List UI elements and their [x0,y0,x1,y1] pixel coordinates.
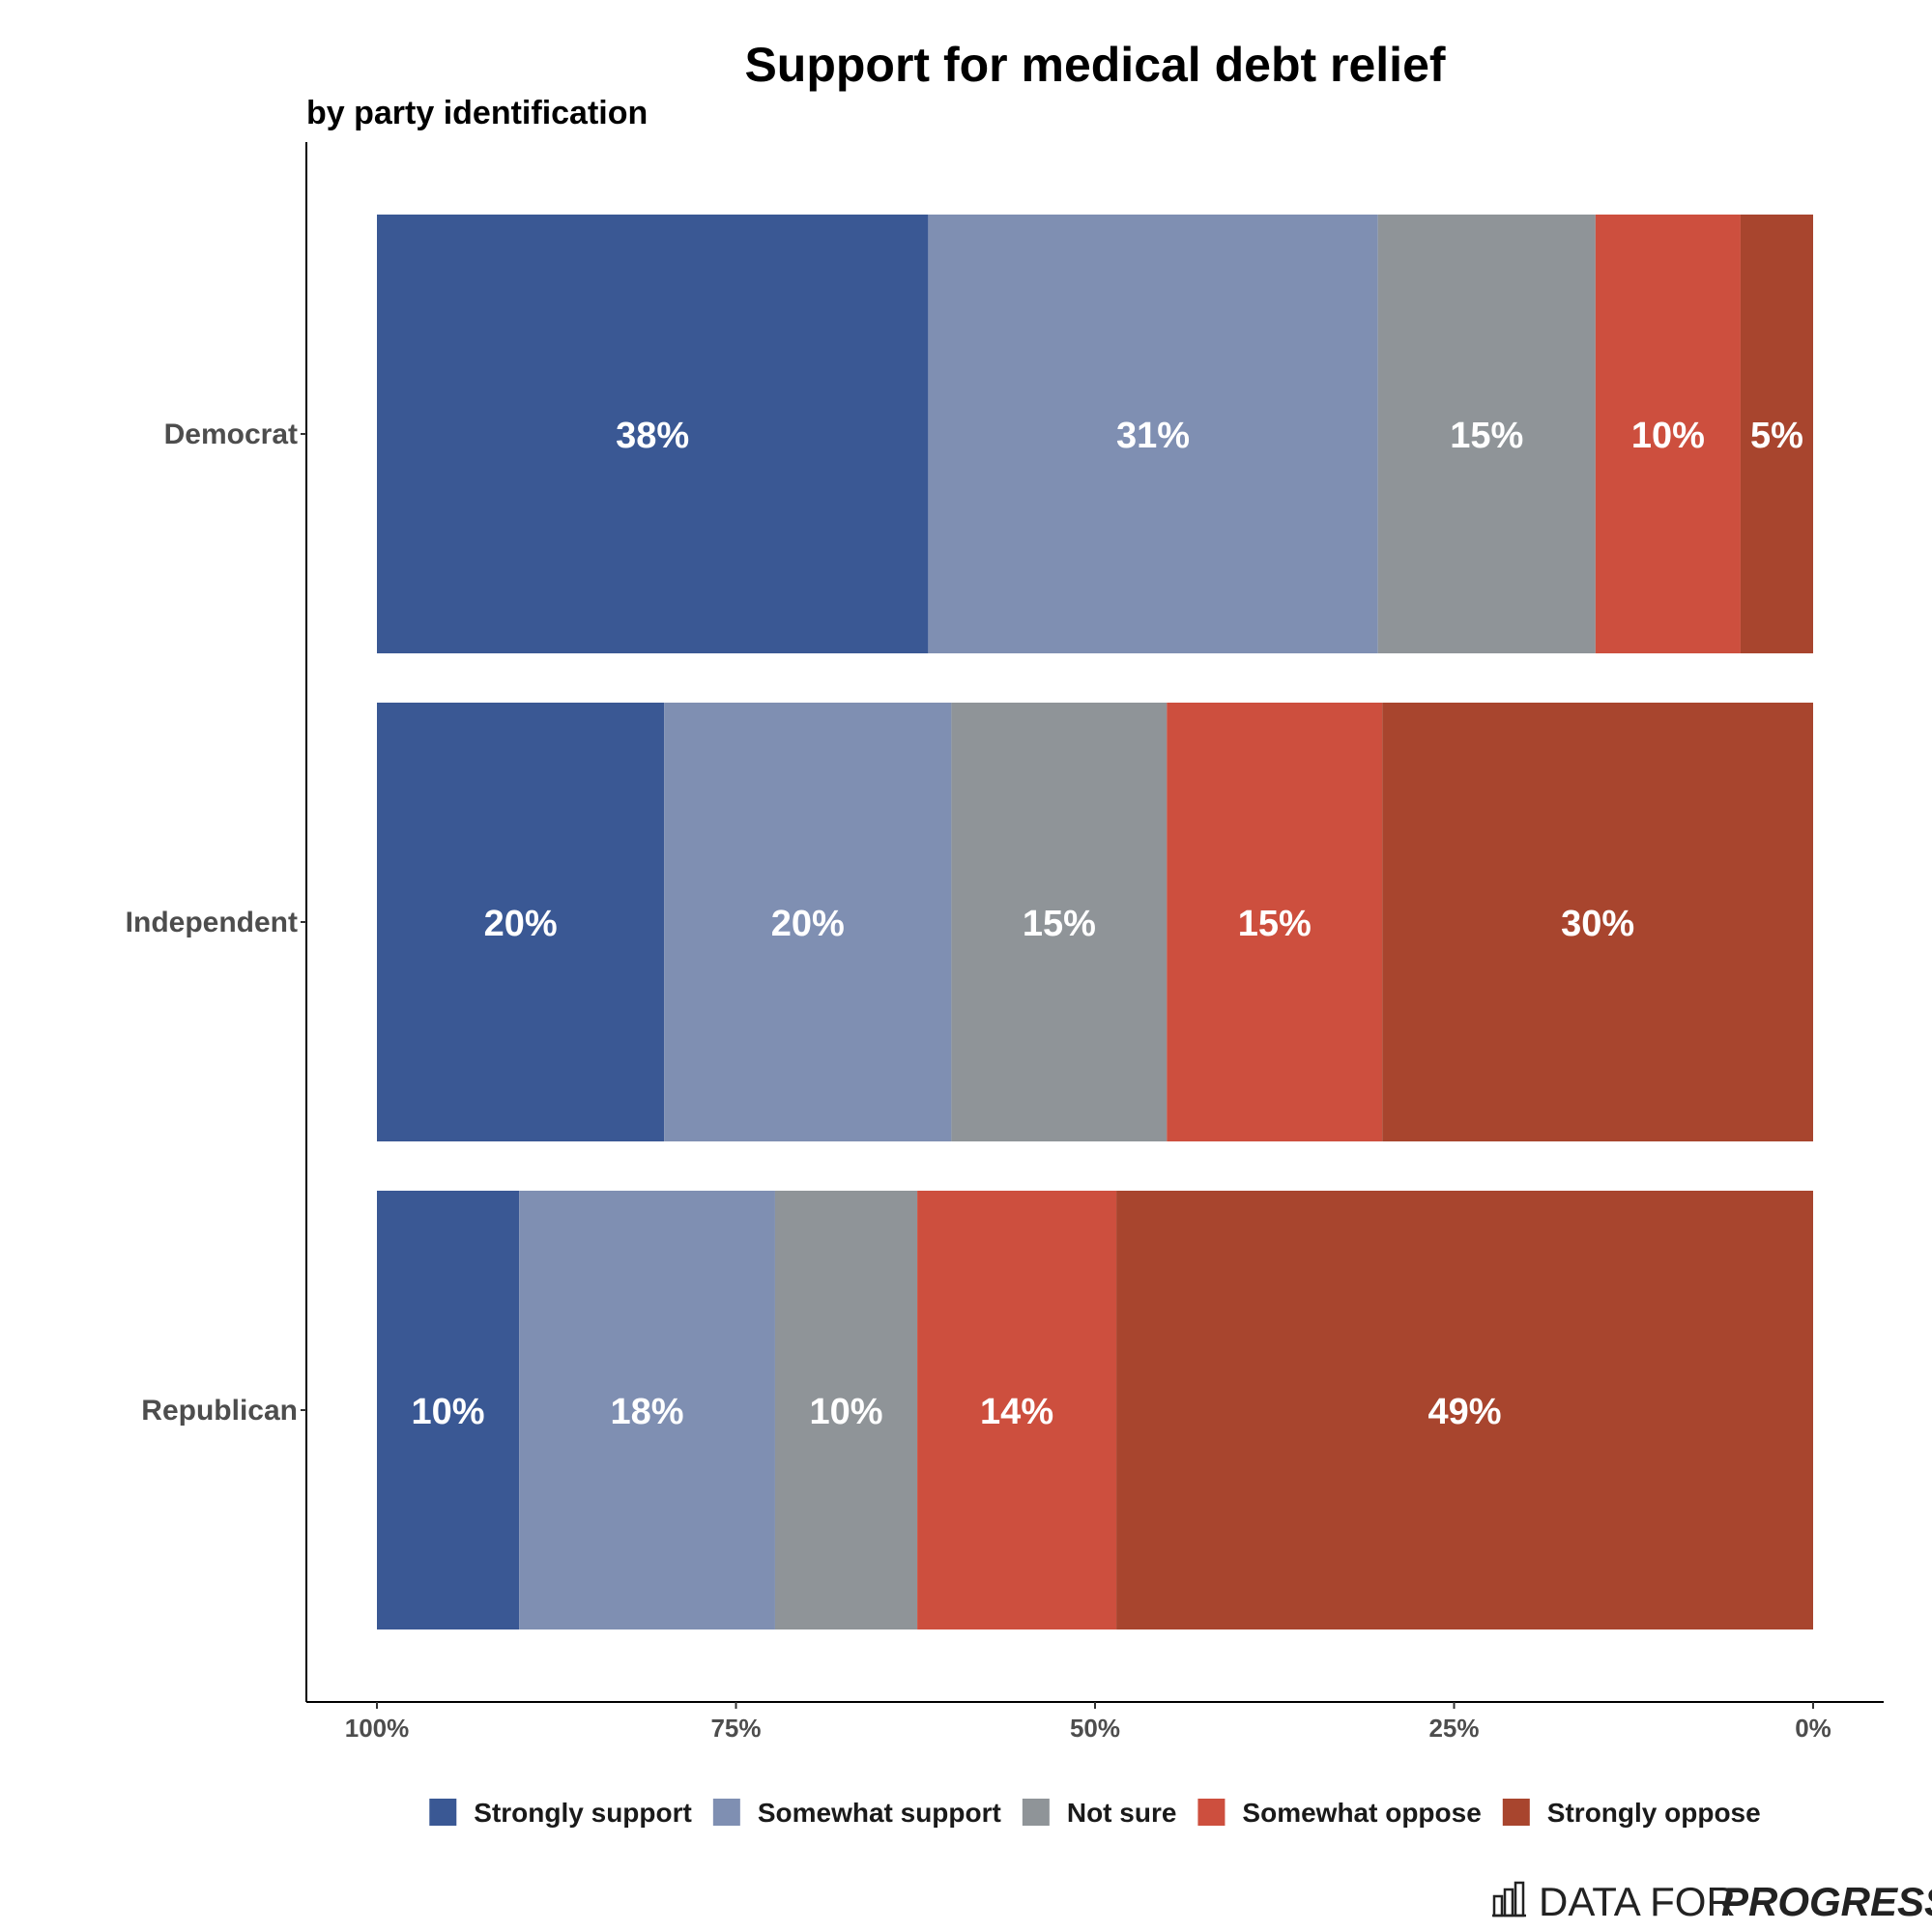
legend-item: Somewhat support [712,1798,1001,1828]
data-label: 10% [1631,416,1705,456]
chart-title: Support for medical debt relief [744,38,1445,92]
legend-swatch [712,1799,740,1826]
y-axis-ticks: Democrat Independent Republican [126,418,306,1427]
bar-chart-icon [1492,1881,1526,1918]
data-label: 20% [771,904,845,944]
x-tick-label: 25% [1428,1714,1479,1743]
data-label: 10% [809,1392,882,1432]
data-label: 10% [412,1392,485,1432]
bar-segment [377,215,929,653]
x-tick-label: 50% [1070,1714,1120,1743]
x-tick-label: 0% [1795,1714,1831,1743]
bar-segment [1167,703,1383,1141]
brand-text-bold: PROGRESS [1721,1879,1932,1924]
bar-segment [519,1191,775,1629]
brand-text-regular: DATA FOR [1539,1879,1736,1924]
x-axis-ticks: 100% 75% 50% 25% 0% [345,1702,1831,1743]
bar-segment [377,1191,520,1629]
bar-segment [1595,215,1741,653]
data-label: 14% [980,1392,1053,1432]
legend-swatch [1197,1799,1226,1826]
legend-swatch [429,1799,457,1826]
plot-area: 38% 31% 15% 10% 5% 20% 20% 15% 15% 30% 10% 18% 10% 14… [126,142,1884,1743]
data-label: 18% [611,1392,684,1432]
legend-swatch [1502,1799,1530,1826]
data-label: 38% [616,416,689,456]
bar-segment [928,215,1378,653]
data-label: 5% [1750,416,1803,456]
legend-label: Somewhat oppose [1242,1798,1481,1828]
legend-label: Somewhat support [758,1798,1001,1828]
chart-subtitle: by party identification [306,95,648,131]
legend-label: Strongly oppose [1547,1798,1761,1828]
data-label: 15% [1023,904,1096,944]
x-tick-label: 75% [710,1714,761,1743]
legend-label: Strongly support [474,1798,692,1828]
bar-labels: 38% 31% 15% 10% 5% 20% 20% 15% 15% 30% 10% 18% 10% 14… [412,416,1803,1432]
legend-item: Somewhat oppose [1197,1798,1482,1828]
category-label: Democrat [164,418,298,450]
data-label: 20% [484,904,558,944]
legend: Strongly support Somewhat support Not sure… [429,1798,1761,1828]
brand-logo: DATA FOR PROGRESS [1492,1879,1932,1924]
data-label: 31% [1116,416,1190,456]
bar-segment [1116,1191,1813,1629]
bar-segment [1740,215,1813,653]
bars [377,215,1813,1629]
legend-item: Strongly support [429,1798,692,1828]
bar-segment [377,703,665,1141]
data-label: 15% [1450,416,1523,456]
bar-segment [1382,703,1813,1141]
bar-segment [664,703,952,1141]
bar-segment [1377,215,1596,653]
category-label: Independent [126,907,298,938]
legend-item: Strongly oppose [1502,1798,1761,1828]
bar-segment [917,1191,1117,1629]
legend-label: Not sure [1067,1798,1177,1828]
legend-item: Not sure [1022,1798,1177,1828]
bar-segment [774,1191,918,1629]
data-label: 15% [1238,904,1312,944]
category-label: Republican [141,1395,298,1427]
data-label: 30% [1561,904,1634,944]
bar-segment [951,703,1168,1141]
data-label: 49% [1428,1392,1502,1432]
x-tick-label: 100% [345,1714,410,1743]
legend-swatch [1022,1799,1050,1826]
